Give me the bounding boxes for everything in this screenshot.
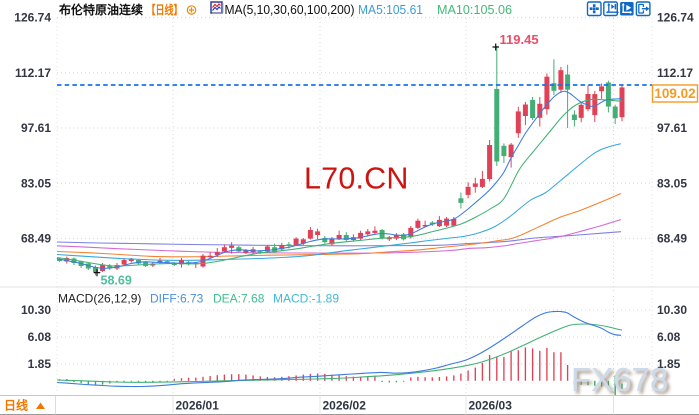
svg-text:10.30: 10.30 [657, 303, 687, 317]
svg-text:6.08: 6.08 [28, 330, 52, 344]
svg-text:MA10:105.06: MA10:105.06 [437, 3, 512, 17]
svg-text:1.85: 1.85 [657, 357, 681, 371]
svg-text:1.85: 1.85 [28, 357, 52, 371]
svg-text:68.49: 68.49 [21, 232, 51, 246]
svg-text:83.05: 83.05 [657, 176, 687, 190]
svg-text:【日线】: 【日线】 [147, 2, 183, 17]
svg-text:10.30: 10.30 [21, 303, 51, 317]
svg-text:112.17: 112.17 [15, 66, 51, 80]
svg-text:MACD(26,12,9): MACD(26,12,9) [58, 292, 141, 306]
svg-text:MA5:105.61: MA5:105.61 [358, 3, 423, 17]
svg-text:MACD:-1.89: MACD:-1.89 [273, 292, 339, 306]
svg-text:83.05: 83.05 [21, 176, 51, 190]
svg-text:布伦特原油连续: 布伦特原油连续 [59, 2, 143, 17]
svg-text:2026/01: 2026/01 [176, 399, 220, 413]
svg-text:126.74: 126.74 [14, 11, 51, 25]
svg-text:日线: 日线 [4, 398, 28, 413]
svg-text:58.69: 58.69 [101, 274, 132, 288]
svg-text:119.45: 119.45 [500, 32, 539, 47]
svg-text:109.02: 109.02 [654, 86, 695, 101]
svg-text:126.74: 126.74 [657, 11, 694, 25]
svg-text:2026/03: 2026/03 [469, 399, 513, 413]
svg-text:6.08: 6.08 [657, 330, 681, 344]
svg-text:2026/02: 2026/02 [323, 399, 367, 413]
svg-text:DEA:7.68: DEA:7.68 [213, 292, 265, 306]
svg-text:MA(5,10,30,60,100,200): MA(5,10,30,60,100,200) [225, 3, 355, 17]
svg-text:97.61: 97.61 [657, 121, 687, 135]
svg-text:97.61: 97.61 [21, 121, 51, 135]
svg-text:68.49: 68.49 [657, 232, 687, 246]
svg-text:L70.CN: L70.CN [304, 162, 409, 196]
svg-text:DIFF:6.73: DIFF:6.73 [150, 292, 204, 306]
svg-text:112.17: 112.17 [657, 66, 693, 80]
